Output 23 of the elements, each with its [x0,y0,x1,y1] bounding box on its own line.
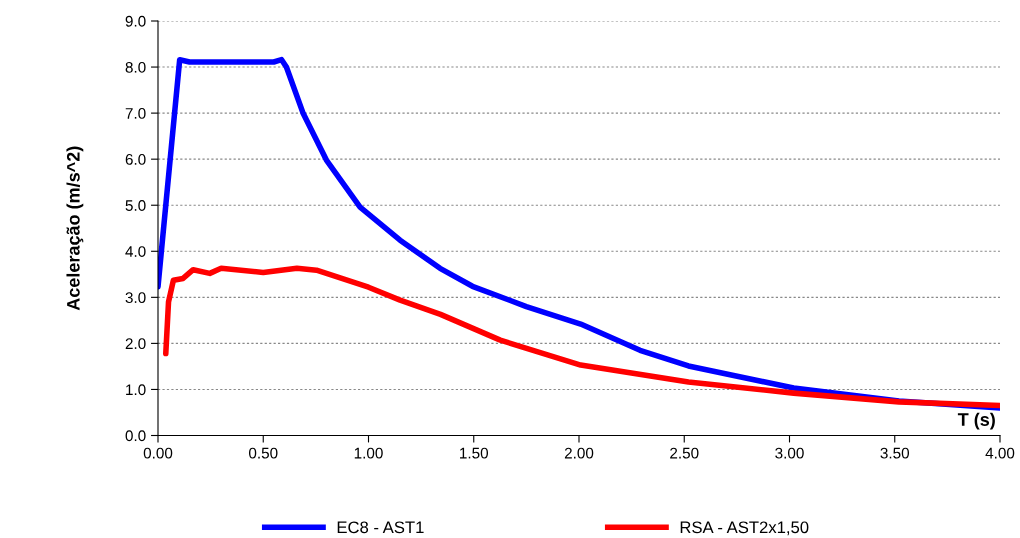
y-axis-title: Aceleração (m/s^2) [66,146,84,311]
y-tick-label: 2.0 [125,338,146,350]
y-tick-label: 9.0 [125,15,146,27]
x-tick-label: 4.00 [985,447,1015,459]
x-tick-label: 2.50 [670,447,699,459]
legend-label: RSA - AST2x1,50 [680,521,809,536]
y-tick-label: 7.0 [125,107,146,119]
legend-label: EC8 - AST1 [337,521,424,534]
y-tick-label: 3.0 [125,292,146,304]
x-tick-label: 0.00 [143,447,173,459]
y-tick-label: 8.0 [125,61,146,73]
y-tick-label: 4.0 [125,246,146,257]
y-tick-label: 1.0 [126,384,146,396]
x-tick-label: 3.00 [775,447,804,459]
x-tick-label: 1.50 [460,447,489,459]
y-tick-label: 0.0 [125,430,146,442]
x-tick-label: 2.00 [564,447,594,459]
x-axis-title: T (s) [957,412,995,430]
x-tick-label: 3.50 [880,447,910,459]
y-tick-label: 5.0 [125,200,146,211]
y-tick-label: 6.0 [125,154,146,165]
x-tick-label: 0.50 [248,447,278,459]
x-tick-label: 1.00 [354,447,383,459]
